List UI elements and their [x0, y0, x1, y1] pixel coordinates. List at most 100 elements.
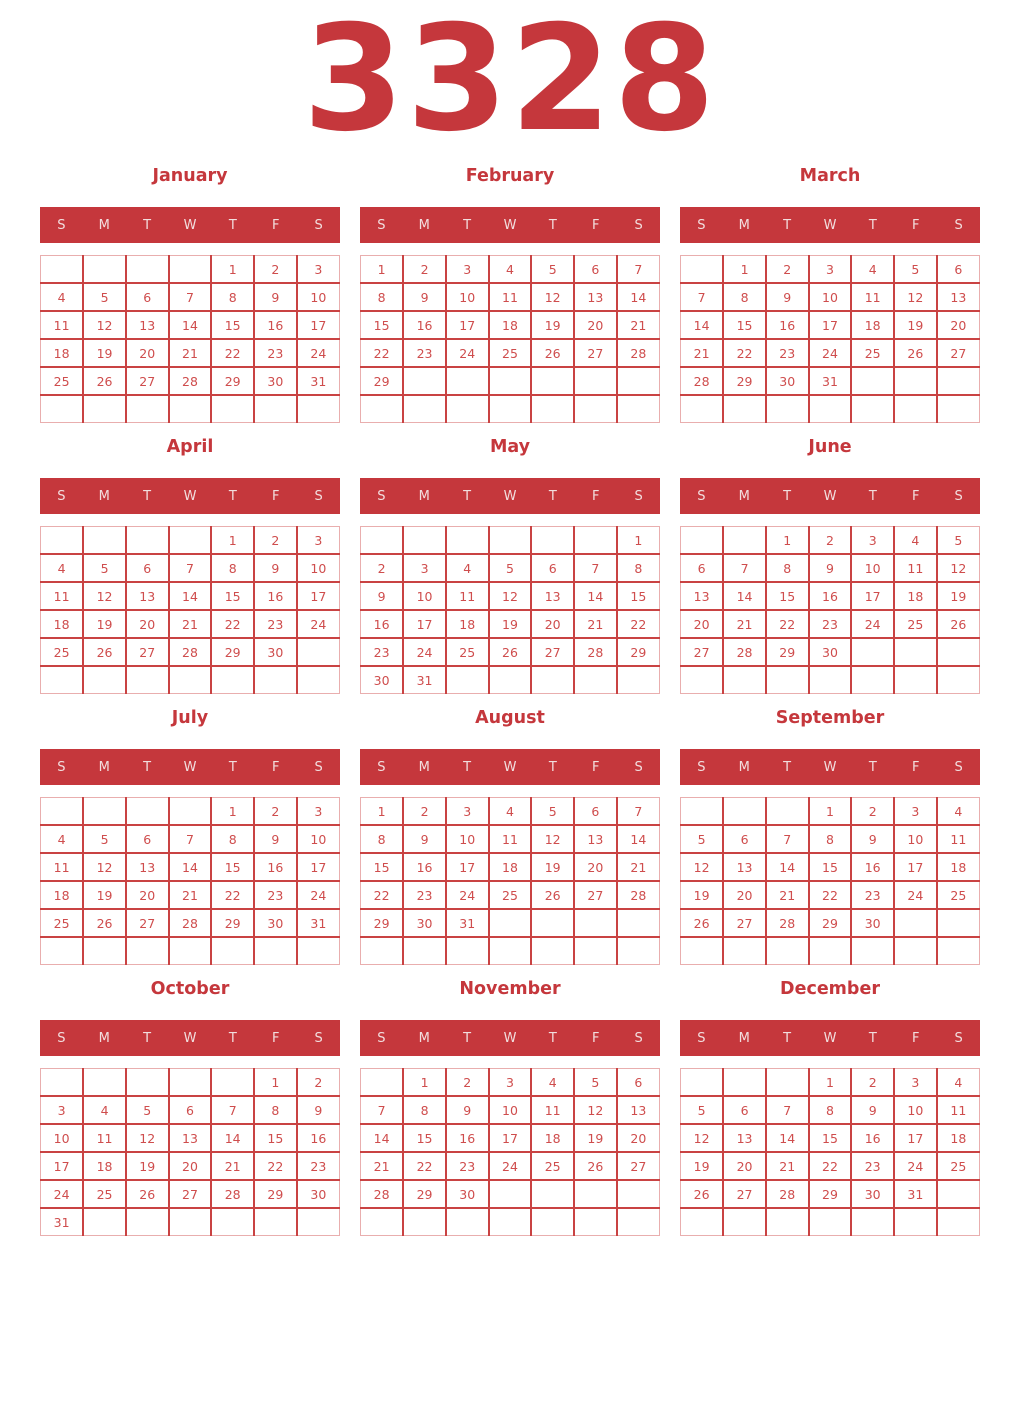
day-cell: 23 [253, 880, 298, 910]
day-cell: 22 [360, 338, 405, 368]
month-grid: 1 2 3 4 5 6 7 8 9 10 11 12 13 14 15 16 17 18 19 20 21 22 23 24 2… [360, 526, 660, 694]
day-cell: 9 [295, 1095, 340, 1125]
day-cell: 29 [360, 908, 405, 938]
day-cell: 13 [573, 282, 618, 312]
weekday-label: F [911, 1030, 920, 1046]
empty-day-cell [167, 1068, 213, 1097]
empty-day-cell [124, 255, 170, 284]
day-cell: 8 [360, 824, 405, 854]
day-cell: 31 [893, 1179, 938, 1209]
day-cell: 3 [487, 1068, 533, 1097]
week-row [360, 1207, 660, 1236]
empty-day-cell [444, 526, 490, 555]
month-title: December [780, 979, 880, 999]
weekday-label: T [548, 759, 557, 775]
day-cell: 28 [360, 1179, 405, 1209]
day-cell: 2 [807, 526, 853, 555]
empty-day-cell [573, 366, 618, 396]
day-cell: 3 [807, 255, 853, 284]
empty-day-cell [295, 637, 340, 667]
day-cell: 7 [167, 553, 213, 583]
day-cell: 9 [807, 553, 853, 583]
week-row [680, 394, 980, 423]
empty-day-cell [444, 1207, 490, 1236]
month-grid: 1 2 3 4 5 6 7 8 9 10 11 12 13 14 15 16 17 18 19 20 21 22 23 24 2… [360, 1068, 660, 1236]
empty-day-cell [615, 908, 660, 938]
empty-day-cell [487, 366, 533, 396]
empty-day-cell [444, 665, 490, 694]
week-row: 1 [360, 526, 660, 555]
day-cell: 25 [935, 880, 980, 910]
empty-day-cell [893, 665, 938, 694]
week-row: 19 20 21 22 23 24 25 [680, 880, 980, 910]
empty-day-cell [573, 394, 618, 423]
day-cell: 28 [167, 366, 213, 396]
day-cell: 27 [530, 637, 576, 667]
empty-day-cell [615, 1179, 660, 1209]
day-cell: 24 [444, 880, 490, 910]
empty-day-cell [295, 665, 340, 694]
day-cell: 11 [40, 310, 85, 340]
day-cell: 13 [722, 1123, 767, 1153]
day-cell: 20 [124, 880, 170, 910]
empty-day-cell [444, 394, 490, 423]
week-row: 4 5 6 7 8 9 10 [40, 824, 340, 854]
day-cell: 11 [893, 553, 938, 583]
day-cell: 25 [893, 609, 938, 639]
empty-day-cell [124, 1068, 170, 1097]
empty-day-cell [167, 394, 213, 423]
weekday-label: T [868, 759, 877, 775]
day-cell: 21 [167, 880, 213, 910]
empty-day-cell [935, 936, 980, 965]
empty-day-cell [360, 394, 405, 423]
empty-day-cell [210, 1207, 256, 1236]
day-cell: 11 [487, 282, 533, 312]
empty-day-cell [40, 797, 85, 826]
weekday-label: T [783, 488, 792, 504]
day-cell: 8 [253, 1095, 298, 1125]
day-cell: 24 [487, 1151, 533, 1181]
week-row: 29 30 31 [360, 908, 660, 938]
weekday-label: S [314, 1030, 323, 1046]
day-cell: 5 [82, 282, 127, 312]
day-cell: 4 [487, 797, 533, 826]
day-cell: 14 [764, 852, 810, 882]
month-grid: 1 2 3 4 5 6 7 8 9 10 11 12 13 14 15 16 17 18 19 20 21 22 23 24 2… [680, 255, 980, 423]
day-cell: 29 [210, 366, 256, 396]
day-cell: 11 [935, 824, 980, 854]
day-cell: 20 [935, 310, 980, 340]
day-cell: 14 [167, 310, 213, 340]
day-cell: 30 [850, 908, 896, 938]
day-cell: 22 [253, 1151, 298, 1181]
weekday-label: S [377, 1030, 386, 1046]
week-row [680, 1207, 980, 1236]
day-cell: 9 [253, 553, 298, 583]
week-row: 8 9 10 11 12 13 14 [360, 824, 660, 854]
day-cell: 19 [82, 880, 127, 910]
weekday-label: S [57, 759, 66, 775]
day-cell: 19 [82, 338, 127, 368]
day-cell: 17 [295, 310, 340, 340]
month-title: October [150, 979, 230, 999]
day-cell: 28 [680, 366, 725, 396]
empty-day-cell [935, 637, 980, 667]
empty-day-cell [40, 526, 85, 555]
day-cell: 2 [402, 797, 447, 826]
empty-day-cell [402, 526, 447, 555]
empty-day-cell [893, 908, 938, 938]
weekday-label: F [911, 759, 920, 775]
month-grid: 1 2 3 4 5 6 7 8 9 10 11 12 13 14 15 16 17 18 19 20 21 22 23 24 2… [680, 1068, 980, 1236]
day-cell: 22 [722, 338, 767, 368]
empty-day-cell [935, 1179, 980, 1209]
day-cell: 17 [295, 581, 340, 611]
empty-day-cell [295, 394, 340, 423]
day-cell: 5 [573, 1068, 618, 1097]
day-cell: 31 [40, 1207, 85, 1236]
day-cell: 13 [530, 581, 576, 611]
empty-day-cell [210, 936, 256, 965]
day-cell: 13 [167, 1123, 213, 1153]
